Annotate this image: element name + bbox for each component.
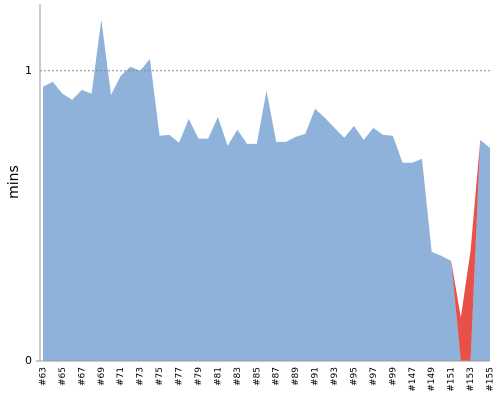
x-tick-label: #89 bbox=[291, 367, 301, 386]
y-axis-label: mins bbox=[6, 165, 22, 199]
x-tick-label: #79 bbox=[194, 367, 204, 386]
x-tick-label: #77 bbox=[175, 367, 185, 386]
x-tick-label: #75 bbox=[155, 367, 165, 386]
x-tick-label: #155 bbox=[486, 367, 496, 392]
x-tick-label: #91 bbox=[311, 367, 321, 386]
x-tick-label: #87 bbox=[272, 367, 282, 386]
x-tick-label: #85 bbox=[252, 367, 262, 386]
x-tick-label: #63 bbox=[39, 367, 49, 386]
x-tick-label: #147 bbox=[408, 367, 418, 392]
x-tick-label: #93 bbox=[330, 367, 340, 386]
x-tick-label: #99 bbox=[388, 367, 398, 386]
x-tick-label: #149 bbox=[427, 367, 437, 392]
x-tick-label: #67 bbox=[77, 367, 87, 386]
x-tick-label: #69 bbox=[97, 367, 107, 386]
x-tick-label: #65 bbox=[58, 367, 68, 386]
x-tick-label: #97 bbox=[369, 367, 379, 386]
y-tick-label: 0 bbox=[25, 354, 32, 367]
x-tick-label: #73 bbox=[136, 367, 146, 386]
y-tick-label: 1 bbox=[25, 64, 32, 77]
x-tick-label: #151 bbox=[447, 367, 457, 392]
x-tick-label: #95 bbox=[349, 367, 359, 386]
area bbox=[43, 19, 490, 362]
x-tick-label: #71 bbox=[116, 367, 126, 386]
x-tick-label: #83 bbox=[233, 367, 243, 386]
x-tick-label: #81 bbox=[213, 367, 223, 386]
x-tick-label: #153 bbox=[466, 367, 476, 392]
